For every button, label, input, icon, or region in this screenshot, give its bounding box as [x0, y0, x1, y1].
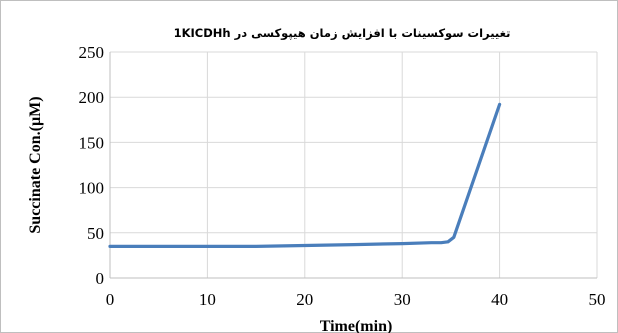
grid	[110, 51, 598, 278]
x-tick-label: 50	[589, 290, 606, 309]
x-tick-label: 10	[199, 290, 216, 309]
x-tick-label: 40	[491, 290, 508, 309]
y-tick-label: 0	[96, 269, 105, 288]
x-tick-label: 30	[394, 290, 411, 309]
y-tick-label: 50	[87, 224, 104, 243]
y-tick-label: 200	[79, 88, 105, 107]
chart-title: تغییرات سوکسینات با افزایش زمان هیپوکسی …	[174, 26, 511, 41]
series-line	[108, 102, 502, 248]
x-axis-label: Time(min)	[320, 318, 393, 333]
y-tick-label: 150	[79, 133, 105, 152]
y-axis-label: Succinate Con.(µM)	[27, 96, 44, 233]
y-tick-label: 100	[79, 179, 105, 198]
tick-labels: 0 50 100 150 200 250 0 10 20 30 40 50	[79, 43, 606, 309]
x-tick-label: 0	[106, 290, 115, 309]
axes	[109, 52, 597, 279]
x-tick-label: 20	[296, 290, 313, 309]
series-layer	[108, 102, 502, 248]
y-tick-label: 250	[79, 43, 105, 62]
